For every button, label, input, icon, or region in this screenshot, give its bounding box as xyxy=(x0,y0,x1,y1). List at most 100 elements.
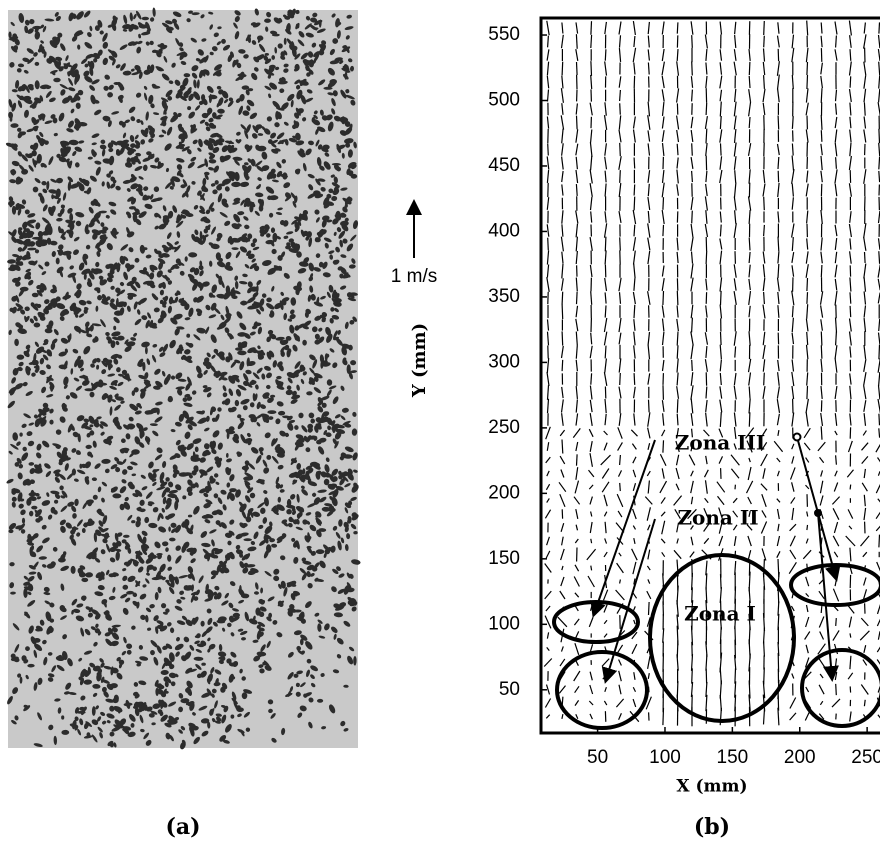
vector xyxy=(562,129,563,144)
vector xyxy=(559,482,566,491)
vector xyxy=(548,36,549,48)
vector xyxy=(778,211,779,222)
vector xyxy=(835,386,837,399)
vector xyxy=(806,264,808,278)
vector xyxy=(835,225,837,236)
vector xyxy=(706,63,707,75)
vector xyxy=(792,75,793,89)
vector xyxy=(620,170,621,183)
vector xyxy=(720,116,721,129)
vector xyxy=(633,526,635,530)
vector xyxy=(819,685,824,694)
vector xyxy=(864,223,866,238)
vector xyxy=(562,304,563,319)
vector xyxy=(792,318,793,333)
vector xyxy=(590,346,592,358)
vector xyxy=(763,332,765,345)
vector xyxy=(807,386,808,399)
vector xyxy=(735,210,736,223)
vector xyxy=(790,536,795,546)
vector xyxy=(863,660,867,666)
vector xyxy=(792,237,793,251)
vector xyxy=(749,387,750,399)
vector xyxy=(544,659,552,667)
vector xyxy=(792,306,793,317)
vector xyxy=(818,442,825,451)
vector xyxy=(574,577,579,587)
vector xyxy=(778,89,780,102)
vector xyxy=(850,49,851,61)
vector xyxy=(620,237,621,250)
vector xyxy=(576,184,577,196)
vector xyxy=(576,103,577,114)
vector xyxy=(749,117,750,128)
vector xyxy=(821,345,822,358)
particle xyxy=(229,488,237,492)
vector xyxy=(749,279,750,290)
arrow xyxy=(594,440,655,614)
vector xyxy=(835,117,837,128)
vector xyxy=(620,143,621,156)
vector xyxy=(835,345,837,359)
vector xyxy=(648,238,650,251)
vector xyxy=(718,496,725,505)
vector xyxy=(806,129,808,142)
vector xyxy=(706,103,707,115)
vector xyxy=(591,21,592,35)
vector xyxy=(850,238,851,249)
vector xyxy=(634,158,635,169)
vector xyxy=(862,443,869,451)
vector xyxy=(662,183,664,198)
vector xyxy=(689,455,695,466)
vector xyxy=(806,687,809,692)
vector xyxy=(590,672,592,681)
vector xyxy=(850,277,851,291)
vector xyxy=(634,197,635,211)
vector xyxy=(604,318,606,332)
particle xyxy=(265,53,269,56)
vector xyxy=(806,399,808,413)
vector xyxy=(576,237,577,252)
vector xyxy=(604,634,607,638)
vector xyxy=(619,22,621,35)
vector xyxy=(677,49,678,61)
vector xyxy=(706,346,707,358)
vector xyxy=(605,223,607,237)
vector xyxy=(835,184,837,196)
vector xyxy=(879,129,880,143)
vector xyxy=(562,387,563,398)
arrow xyxy=(797,437,836,578)
vector xyxy=(850,332,852,346)
vector xyxy=(763,62,764,75)
vector xyxy=(617,494,623,507)
vector xyxy=(633,562,636,574)
vector xyxy=(691,372,693,386)
vector xyxy=(648,197,650,210)
vector xyxy=(634,538,635,544)
vector xyxy=(648,143,649,155)
vector xyxy=(821,88,822,103)
vector xyxy=(547,156,549,169)
vector xyxy=(548,238,549,251)
vector xyxy=(720,225,721,237)
vector xyxy=(706,76,707,88)
vector xyxy=(864,386,866,399)
particle xyxy=(22,518,25,524)
vector xyxy=(604,495,607,506)
vector xyxy=(547,117,548,129)
vector xyxy=(562,537,564,546)
vector xyxy=(807,75,808,89)
vector xyxy=(879,345,880,360)
vector xyxy=(879,157,880,170)
vector xyxy=(605,237,606,252)
vector xyxy=(778,252,779,264)
vector xyxy=(662,22,664,35)
vector xyxy=(547,170,548,183)
vector xyxy=(764,292,765,304)
vector xyxy=(620,455,621,465)
vector xyxy=(804,443,810,450)
vector xyxy=(691,471,694,477)
vector xyxy=(864,102,865,115)
vector xyxy=(648,63,649,75)
vector xyxy=(861,536,870,546)
